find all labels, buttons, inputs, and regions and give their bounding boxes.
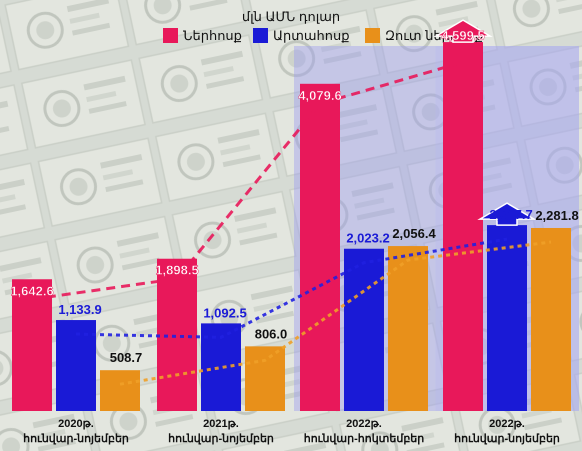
- category-label-4-line-2: հունվար-նոյեմբեր: [454, 432, 560, 445]
- bar-s3-c2: [245, 346, 285, 411]
- bar-s1-c3: [300, 83, 340, 411]
- value-label-s2-c1: 1,133.9: [58, 302, 101, 317]
- bar-s3-c3: [388, 246, 428, 411]
- legend-label-2: Արտահոսք: [273, 28, 350, 43]
- value-label-s2-c4: 2,317.7: [489, 207, 532, 222]
- legend-label-1: Ներհոսք: [183, 28, 242, 43]
- value-label-s1-c3: 4,079.6: [298, 88, 341, 103]
- bar-s3-c1: [100, 370, 140, 411]
- legend-swatch-3: [365, 28, 380, 43]
- bar-s1-c1: [12, 279, 52, 411]
- bar-s2-c1: [56, 320, 96, 411]
- category-label-1-line-1: 2020թ.: [58, 418, 94, 430]
- value-label-s1-c1: 1,642.6: [10, 283, 53, 298]
- legend: Ներհոսք Արտահոսք Զուտ ներհոսք: [163, 28, 483, 43]
- trend-line-1: [31, 60, 464, 301]
- category-label-2-line-1: 2021թ.: [203, 418, 239, 430]
- value-label-s2-c2: 1,092.5: [203, 305, 246, 320]
- bar-s3-c4: [531, 227, 571, 411]
- value-label-s3-c1: 508.7: [110, 350, 143, 365]
- category-label-3-line-2: հունվար-հոկտեմբեր: [304, 432, 425, 445]
- bar-s1-c4: [443, 42, 483, 412]
- category-label-2-line-2: հունվար-նոյեմբեր: [168, 432, 274, 445]
- legend-swatch-2: [253, 28, 268, 43]
- trend-line-2: [75, 237, 508, 339]
- trend-line-3: [119, 240, 552, 386]
- value-label-s3-c2: 806.0: [255, 326, 288, 341]
- value-label-s1-c2: 1,898.5: [155, 263, 198, 278]
- category-label-4-line-1: 2022թ.: [489, 418, 525, 430]
- bar-s2-c3: [344, 248, 384, 411]
- growth-arrow-1: [433, 19, 493, 43]
- value-label-s3-c3: 2,056.4: [392, 226, 436, 241]
- category-label-3-line-1: 2022թ.: [346, 418, 382, 430]
- category-label-1-line-2: հունվար-նոյեմբեր: [23, 432, 129, 445]
- legend-swatch-1: [163, 28, 178, 43]
- value-label-s2-c3: 2,023.2: [346, 231, 389, 246]
- unit-title: մլն ԱՄՆ դոլար: [242, 9, 340, 24]
- value-label-s1-c4: 4,599.5: [441, 28, 484, 43]
- bar-s1-c2: [157, 258, 197, 411]
- bar-s2-c4: [487, 225, 527, 411]
- value-label-s3-c4: 2,281.8: [535, 208, 578, 223]
- growth-arrow-2: [477, 202, 537, 226]
